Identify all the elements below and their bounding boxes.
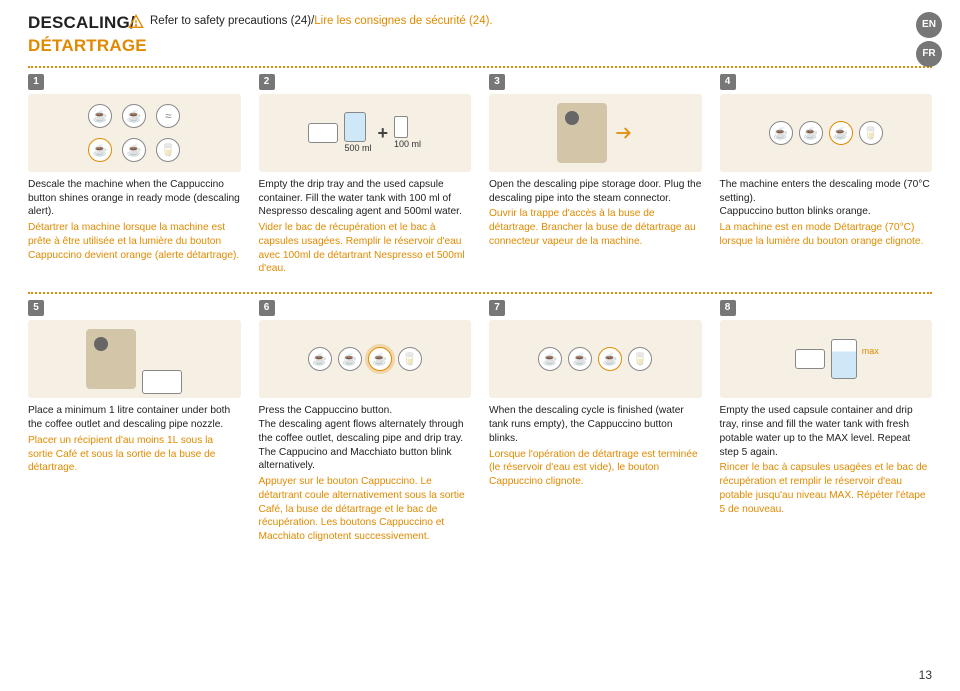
- step-number: 2: [259, 74, 275, 90]
- machine-icon: [86, 329, 136, 389]
- page-number: 13: [919, 667, 932, 683]
- step-text-fr: Rincer le bac à capsules usagées et le b…: [720, 461, 933, 516]
- macchiato-icon: ☕: [122, 138, 146, 162]
- step-2: 2 500 ml + 100 ml Empty the drip tray an…: [259, 74, 472, 276]
- step-text-en: Empty the used capsule container and dri…: [720, 404, 933, 459]
- divider-mid: [28, 292, 932, 294]
- cappuccino-blink-icon: ☕: [829, 121, 853, 145]
- illustration-fill-tank: 500 ml + 100 ml: [259, 94, 472, 172]
- lang-fr-badge: FR: [916, 41, 942, 67]
- step-text-fr: Placer un récipient d'au moins 1L sous l…: [28, 434, 241, 475]
- illustration-rinse-fill: max: [720, 320, 933, 398]
- step-text-en: Empty the drip tray and the used capsule…: [259, 178, 472, 219]
- step-7: 7 ☕ ☕ ☕ 🥛 When the descaling cycle is fi…: [489, 300, 702, 544]
- label-max: max: [862, 345, 879, 357]
- step-5: 5 Place a minimum 1 litre container unde…: [28, 300, 241, 544]
- label-500ml: 500 ml: [344, 143, 371, 153]
- capsule-container-icon: [795, 349, 825, 369]
- illustration-buttons-blink: ☕ ☕ ☕ 🥛: [720, 94, 933, 172]
- illustration-blink-done: ☕ ☕ ☕ 🥛: [489, 320, 702, 398]
- warning-text-en: Refer to safety precautions (24)/: [150, 15, 314, 27]
- espresso-icon: ☕: [308, 347, 332, 371]
- step-text-fr: Détartrer la machine lorsque la machine …: [28, 221, 241, 262]
- step-text-fr: Appuyer sur le bouton Cappuccino. Le dét…: [259, 475, 472, 544]
- machine-icon: [557, 103, 607, 163]
- steps-row-1: 1 ☕ ☕ ≈ ☕ ☕ 🥛 Descale the machine when t…: [28, 74, 932, 276]
- step-number: 5: [28, 300, 44, 316]
- warning-text-fr: Lire les consignes de sécurité (24).: [314, 15, 492, 27]
- capsule-container-icon: [308, 123, 338, 143]
- step-text-fr: Lorsque l'opération de détartrage est te…: [489, 448, 702, 489]
- safety-warning: Refer to safety precautions (24)/Lire le…: [128, 12, 493, 30]
- plus-icon: +: [377, 121, 388, 145]
- steps-row-2: 5 Place a minimum 1 litre container unde…: [28, 300, 932, 544]
- lungo-icon: ☕: [122, 104, 146, 128]
- step-text-en: The machine enters the descaling mode (7…: [720, 178, 933, 219]
- step-text-en: Open the descaling pipe storage door. Pl…: [489, 178, 702, 206]
- language-badges: EN FR: [916, 12, 942, 70]
- illustration-press-cappuccino: ☕ ☕ ☕ 🥛: [259, 320, 472, 398]
- cappuccino-blink-icon: ☕: [598, 347, 622, 371]
- cappuccino-icon: ☕: [88, 138, 112, 162]
- step-text-en: Press the Cappuccino button. The descali…: [259, 404, 472, 473]
- lang-en-badge: EN: [916, 12, 942, 38]
- step-8: 8 max Empty the used capsule container a…: [720, 300, 933, 544]
- espresso-icon: ☕: [769, 121, 793, 145]
- warning-icon: [128, 14, 144, 30]
- illustration-buttons: ☕ ☕ ≈ ☕ ☕ 🥛: [28, 94, 241, 172]
- step-text-fr: Vider le bac de récupération et le bac à…: [259, 221, 472, 276]
- header: DESCALING/ DÉTARTRAGE Refer to safety pr…: [28, 12, 932, 58]
- hotwater-icon: ≈: [156, 104, 180, 128]
- step-text-en: Place a minimum 1 litre container under …: [28, 404, 241, 432]
- lungo-icon: ☕: [338, 347, 362, 371]
- lungo-icon: ☕: [568, 347, 592, 371]
- step-number: 4: [720, 74, 736, 90]
- step-number: 8: [720, 300, 736, 316]
- step-4: 4 ☕ ☕ ☕ 🥛 The machine enters the descali…: [720, 74, 933, 276]
- label-100ml: 100 ml: [394, 139, 421, 149]
- milk-icon: 🥛: [398, 347, 422, 371]
- step-1: 1 ☕ ☕ ≈ ☕ ☕ 🥛 Descale the machine when t…: [28, 74, 241, 276]
- container-icon: [142, 370, 182, 394]
- step-3: 3 Open the descaling pipe storage door. …: [489, 74, 702, 276]
- espresso-icon: ☕: [88, 104, 112, 128]
- step-text-en: When the descaling cycle is finished (wa…: [489, 404, 702, 445]
- lungo-icon: ☕: [799, 121, 823, 145]
- page-title-fr: DÉTARTRAGE: [28, 35, 128, 58]
- step-text-fr: La machine est en mode Détartrage (70°C)…: [720, 221, 933, 249]
- step-text-en: Descale the machine when the Cappuccino …: [28, 178, 241, 219]
- milk-icon: 🥛: [859, 121, 883, 145]
- page-title-en: DESCALING/: [28, 12, 128, 35]
- step-number: 6: [259, 300, 275, 316]
- step-6: 6 ☕ ☕ ☕ 🥛 Press the Cappuccino button. T…: [259, 300, 472, 544]
- step-number: 7: [489, 300, 505, 316]
- step-number: 1: [28, 74, 44, 90]
- arrow-icon: [613, 123, 633, 143]
- divider-top: [28, 66, 932, 68]
- illustration-machine-pipe: [489, 94, 702, 172]
- milk-icon: 🥛: [156, 138, 180, 162]
- cappuccino-press-icon: ☕: [368, 347, 392, 371]
- milk-icon: 🥛: [628, 347, 652, 371]
- step-text-fr: Ouvrir la trappe d'accès à la buse de dé…: [489, 207, 702, 248]
- espresso-icon: ☕: [538, 347, 562, 371]
- step-number: 3: [489, 74, 505, 90]
- illustration-container: [28, 320, 241, 398]
